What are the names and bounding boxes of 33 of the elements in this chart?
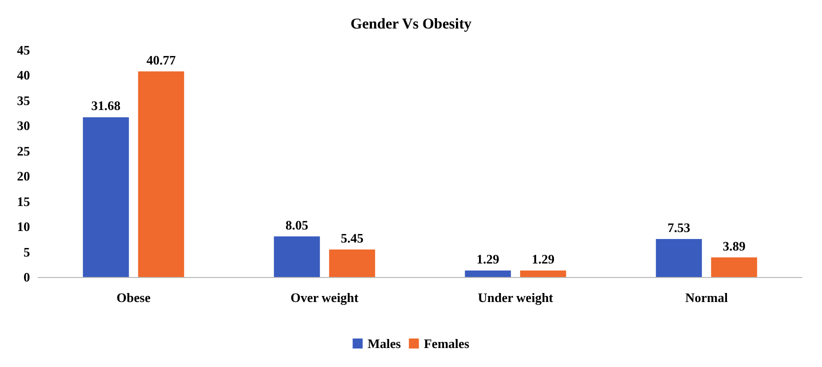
x-tick-label: Normal <box>685 290 728 305</box>
data-label: 31.68 <box>91 98 122 114</box>
bar <box>520 270 566 277</box>
data-label: 3.89 <box>722 238 746 254</box>
bar <box>138 71 184 277</box>
y-tick-label: 10 <box>17 219 30 234</box>
y-tick-label: 15 <box>17 194 30 209</box>
bar <box>329 250 376 277</box>
bar <box>464 270 511 277</box>
y-tick-label: 0 <box>24 270 30 284</box>
y-tick-label: 5 <box>24 244 30 260</box>
legend-label: Females <box>424 336 470 351</box>
x-tick-label: Over weight <box>290 290 360 305</box>
bar <box>656 239 702 277</box>
data-label: 8.05 <box>286 217 309 232</box>
data-label: 5.45 <box>340 230 364 246</box>
data-label: 40.77 <box>146 52 176 68</box>
y-tick-label: 35 <box>17 92 30 108</box>
bar <box>82 117 129 277</box>
y-tick-label: 25 <box>17 143 30 158</box>
x-tick-label: Obese <box>116 290 151 305</box>
y-tick-label: 40 <box>17 68 30 83</box>
bar <box>274 236 320 277</box>
data-label: 7.53 <box>668 220 691 236</box>
y-tick-label: 30 <box>17 118 30 134</box>
chart-title: Gender Vs Obesity <box>350 16 472 32</box>
bar <box>711 257 758 277</box>
data-label: 1.29 <box>532 251 555 266</box>
x-tick-label: Under weight <box>478 290 554 305</box>
y-tick-label: 45 <box>17 42 30 58</box>
legend-label: Males <box>368 336 401 351</box>
data-label: 1.29 <box>476 251 500 266</box>
y-tick-label: 20 <box>17 168 30 184</box>
